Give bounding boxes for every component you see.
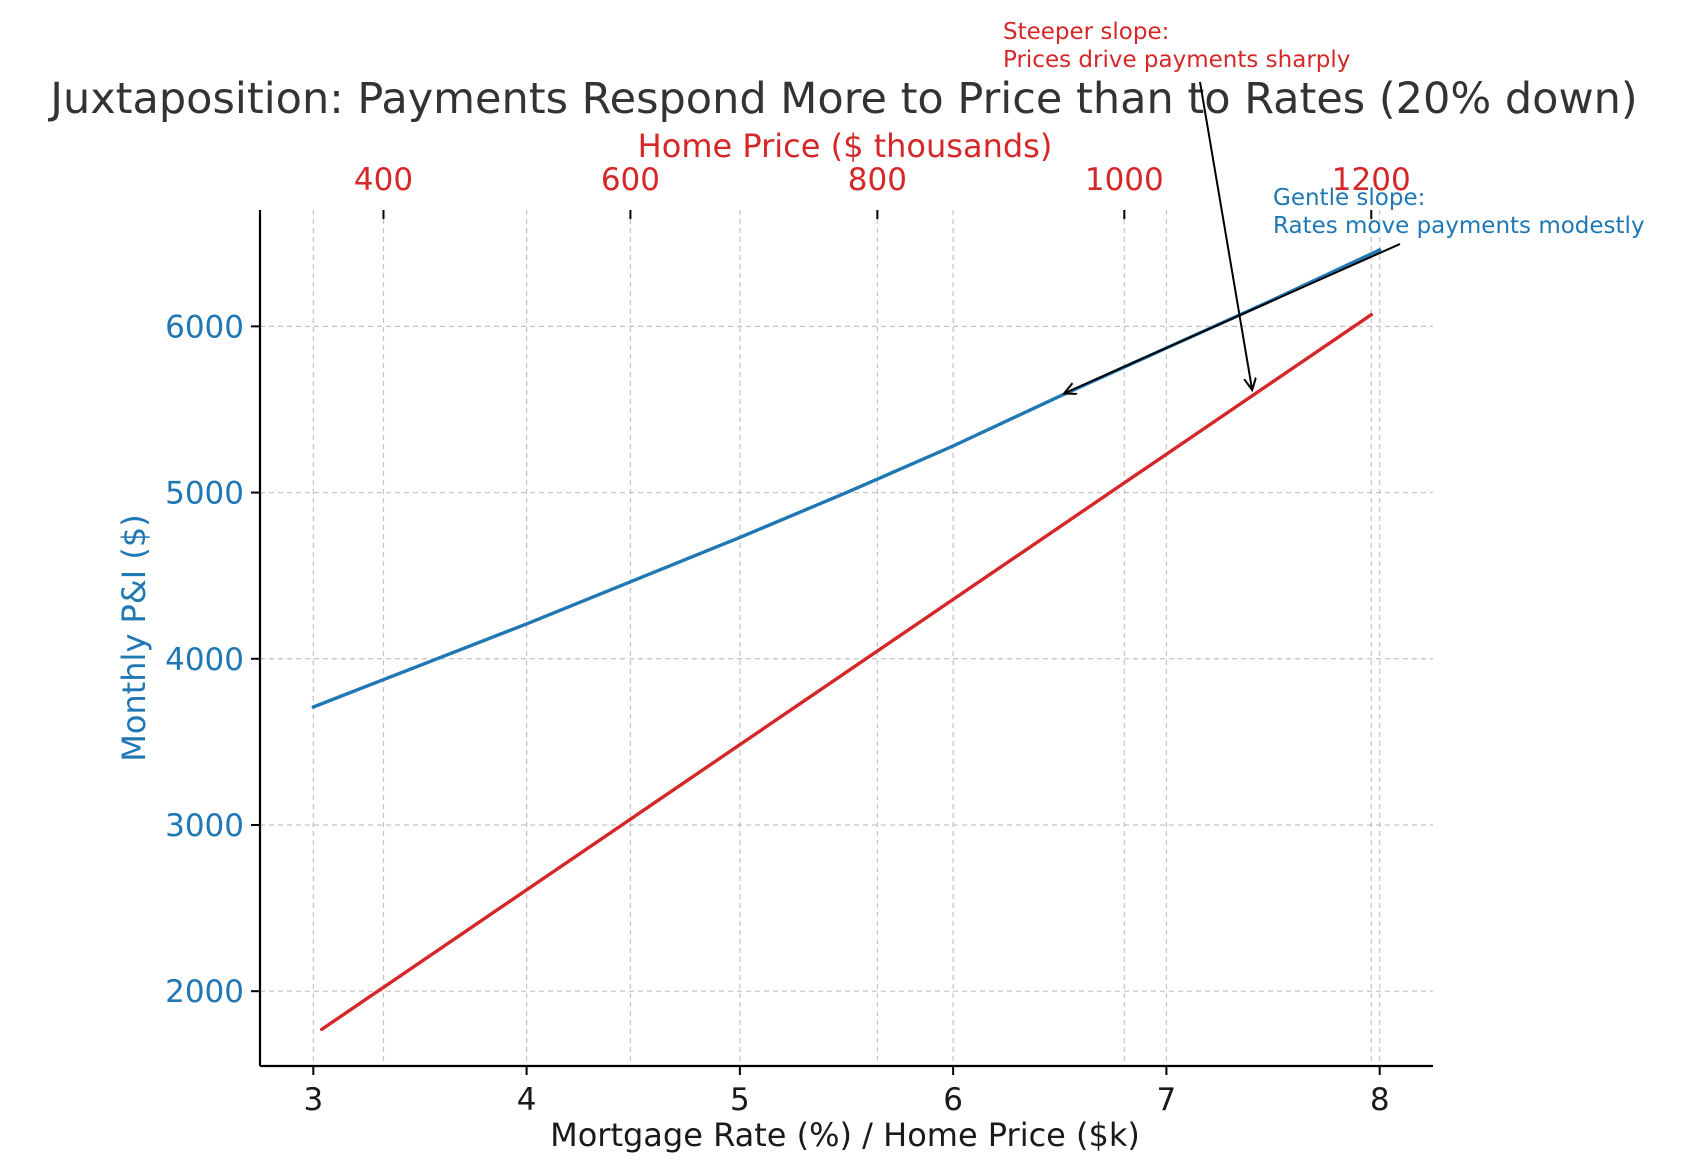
price-annotation-line1: Steeper slope: xyxy=(1003,19,1169,45)
y-axis-label: Monthly P&I ($) xyxy=(115,514,153,761)
x-axis-label: Mortgage Rate (%) / Home Price ($k) xyxy=(550,1116,1140,1154)
x-tick-label-7: 7 xyxy=(1157,1082,1177,1118)
series-lines xyxy=(311,248,1382,1032)
chart-title: Juxtaposition: Payments Respond More to … xyxy=(47,74,1637,124)
x-tick-label-5: 5 xyxy=(730,1082,750,1118)
y-tick-label-6000: 6000 xyxy=(165,309,244,345)
rate-annotation-arrow xyxy=(1065,243,1401,393)
annotations: Steeper slope: Prices drive payments sha… xyxy=(1003,19,1645,393)
secondary-x-tick-label-1000: 1000 xyxy=(1085,162,1164,198)
secondary-x-axis-label: Home Price ($ thousands) xyxy=(638,127,1053,165)
price-annotation-line2: Prices drive payments sharply xyxy=(1003,47,1350,73)
rate-annotation-line1: Gentle slope: xyxy=(1273,185,1425,211)
rate-annotation-line2: Rates move payments modestly xyxy=(1273,213,1645,239)
price-series-line xyxy=(320,313,1374,1032)
x-tick-label-8: 8 xyxy=(1370,1082,1390,1118)
secondary-x-tick-label-1200: 1200 xyxy=(1332,162,1411,198)
rate-series-line xyxy=(311,248,1382,709)
secondary-x-tick-label-400: 400 xyxy=(354,162,413,198)
y-tick-label-4000: 4000 xyxy=(165,642,244,678)
y-tick-label-3000: 3000 xyxy=(165,808,244,844)
price-annotation-arrow xyxy=(1199,81,1252,389)
x-tick-label-6: 6 xyxy=(943,1082,963,1118)
x-tick-label-4: 4 xyxy=(517,1082,537,1118)
x-tick-label-3: 3 xyxy=(303,1082,323,1118)
axes xyxy=(251,210,1433,1075)
y-tick-label-5000: 5000 xyxy=(165,476,244,512)
secondary-x-tick-label-600: 600 xyxy=(601,162,660,198)
grid-lines xyxy=(260,210,1433,1066)
secondary-x-tick-label-800: 800 xyxy=(848,162,907,198)
tick-labels: 3 4 5 6 7 8 400 600 800 1000 1200 2000 3000 4000 5000 6… xyxy=(165,162,1411,1118)
y-tick-label-2000: 2000 xyxy=(165,974,244,1010)
